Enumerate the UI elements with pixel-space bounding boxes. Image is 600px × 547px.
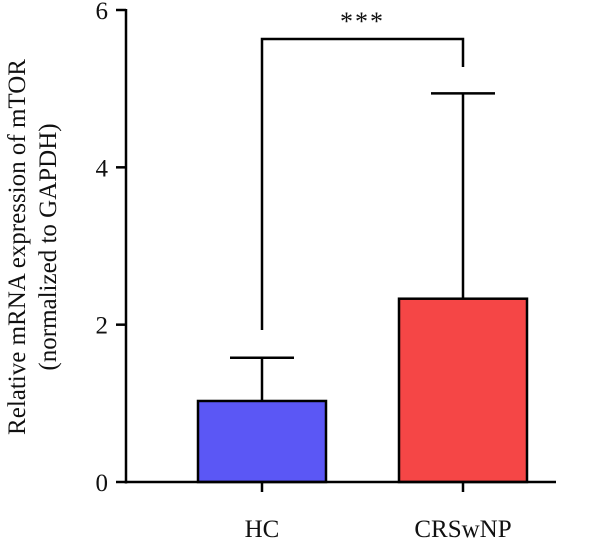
significance-bracket-line xyxy=(260,37,465,330)
x-tick-label-hc: HC xyxy=(245,516,280,542)
significance-label: *** xyxy=(340,7,385,36)
y-tick-label-6: 6 xyxy=(96,0,109,25)
y-axis-title-line1: Relative mRNA expression of mTOR xyxy=(4,59,31,435)
y-tick-label-0: 0 xyxy=(96,470,109,497)
x-tick-label-crswnp: CRSwNP xyxy=(414,516,511,542)
y-tick-label-2: 2 xyxy=(96,313,109,340)
bar-hc xyxy=(196,399,328,484)
labels: 0 2 4 6 HC CRSwNP xyxy=(96,0,512,543)
y-tick-label-4: 4 xyxy=(96,155,109,182)
y-axis-title: Relative mRNA expression of mTOR (normal… xyxy=(4,59,62,435)
error-bars xyxy=(230,92,495,401)
axes xyxy=(116,8,556,492)
significance-bracket: *** xyxy=(260,7,465,330)
bar-crswnp xyxy=(397,297,529,484)
bars xyxy=(196,297,529,484)
y-axis-title-line2: (normalized to GAPDH) xyxy=(35,123,62,370)
